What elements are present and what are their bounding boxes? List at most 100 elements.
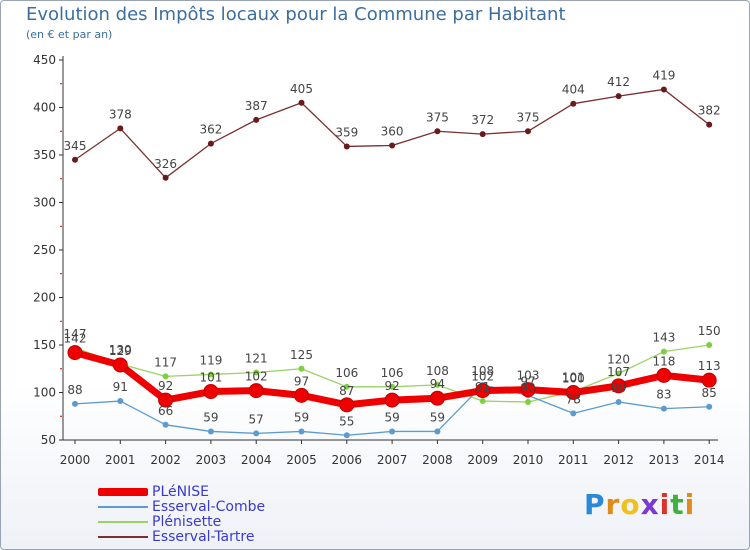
y-tick-label: 50	[41, 433, 56, 447]
x-tick-label: 2004	[241, 453, 272, 467]
data-label: 118	[652, 354, 675, 368]
data-point	[339, 397, 355, 413]
data-label: 59	[384, 410, 399, 424]
data-label: 57	[249, 412, 264, 426]
y-tick-label: 450	[33, 53, 56, 67]
x-tick-label: 2006	[332, 453, 363, 467]
data-point	[343, 383, 350, 390]
legend-label: Esserval-Combe	[152, 498, 266, 515]
data-point	[384, 392, 400, 408]
data-label: 108	[426, 364, 449, 378]
data-point	[298, 99, 305, 106]
data-point	[615, 399, 622, 405]
y-tick-label: 150	[33, 338, 56, 352]
data-label: 94	[430, 377, 445, 391]
x-tick-label: 2008	[422, 453, 453, 467]
data-label: 106	[335, 366, 358, 380]
data-point	[434, 128, 441, 135]
logo-letter: i	[659, 488, 671, 521]
data-label: 359	[335, 125, 358, 139]
data-point	[389, 383, 396, 390]
data-point	[479, 131, 486, 138]
legend-label: Esserval-Tartre	[152, 528, 255, 545]
legend-item: PLéNISE	[98, 483, 265, 500]
data-point	[701, 372, 717, 388]
data-label: 113	[698, 359, 721, 373]
legend-label: Plénisette	[152, 513, 222, 530]
data-label: 97	[294, 374, 309, 388]
x-tick-label: 2003	[196, 453, 227, 467]
legend-swatch	[98, 487, 148, 496]
data-point	[525, 128, 531, 135]
data-point	[162, 373, 169, 380]
y-tick-label: 100	[33, 386, 56, 400]
data-point	[158, 392, 174, 408]
data-point	[298, 365, 305, 372]
data-point	[117, 125, 124, 132]
data-label: 143	[652, 331, 675, 345]
x-tick-label: 2010	[513, 453, 544, 467]
data-label: 387	[245, 99, 268, 113]
logo-letter: x	[640, 488, 660, 521]
data-point	[253, 430, 260, 437]
logo-letter: i	[684, 488, 696, 521]
data-label: 125	[290, 348, 313, 362]
data-label: 130	[109, 343, 132, 357]
legend-swatch	[98, 535, 148, 538]
data-label: 375	[517, 110, 540, 124]
x-tick-label: 2000	[60, 453, 91, 467]
data-label: 59	[294, 410, 309, 424]
data-label: 107	[607, 365, 630, 379]
data-label: 102	[471, 370, 494, 384]
legend-swatch	[98, 505, 148, 508]
x-tick-label: 2001	[105, 453, 136, 467]
data-label: 106	[381, 366, 404, 380]
legend-item: Plénisette	[98, 513, 265, 530]
data-label: 378	[109, 107, 132, 121]
logo-letter: t	[670, 488, 685, 521]
data-point	[343, 143, 350, 150]
data-label: 345	[64, 139, 87, 153]
legend-label: PLéNISE	[152, 483, 209, 500]
x-tick-label: 2009	[467, 453, 498, 467]
data-label: 91	[475, 380, 490, 394]
data-label: 375	[426, 110, 449, 124]
data-label: 101	[199, 371, 222, 385]
x-tick-label: 2005	[286, 453, 317, 467]
data-label: 101	[562, 371, 585, 385]
data-label: 88	[67, 383, 82, 397]
data-label: 92	[158, 379, 173, 393]
data-point	[162, 421, 169, 428]
data-point	[656, 367, 672, 383]
data-point	[706, 403, 713, 410]
y-tick-label: 250	[33, 243, 56, 257]
data-point	[706, 121, 713, 128]
data-label: 85	[702, 386, 717, 400]
data-label: 419	[652, 68, 675, 82]
data-label: 87	[339, 384, 354, 398]
data-point	[479, 398, 486, 405]
data-label: 129	[109, 344, 132, 358]
legend-swatch	[98, 520, 148, 523]
data-point	[429, 390, 445, 406]
data-point	[520, 382, 536, 398]
data-label: 142	[64, 332, 87, 346]
data-label: 404	[562, 83, 585, 97]
x-tick-label: 2011	[558, 453, 589, 467]
data-label: 66	[158, 404, 173, 418]
data-label: 372	[471, 113, 494, 127]
data-point	[389, 428, 396, 435]
data-label: 83	[656, 388, 671, 402]
data-label: 382	[698, 104, 721, 118]
data-point	[117, 398, 124, 405]
data-label: 360	[381, 125, 404, 139]
data-label: 90	[520, 381, 535, 395]
data-label: 97	[520, 374, 535, 388]
data-point	[611, 378, 627, 394]
logo-letter: r	[605, 488, 621, 521]
data-point	[475, 383, 491, 399]
data-label: 103	[517, 369, 540, 383]
data-label: 362	[199, 123, 222, 137]
chart-legend: PLéNISE Esserval-Combe Plénisette Esserval-…	[98, 483, 266, 545]
